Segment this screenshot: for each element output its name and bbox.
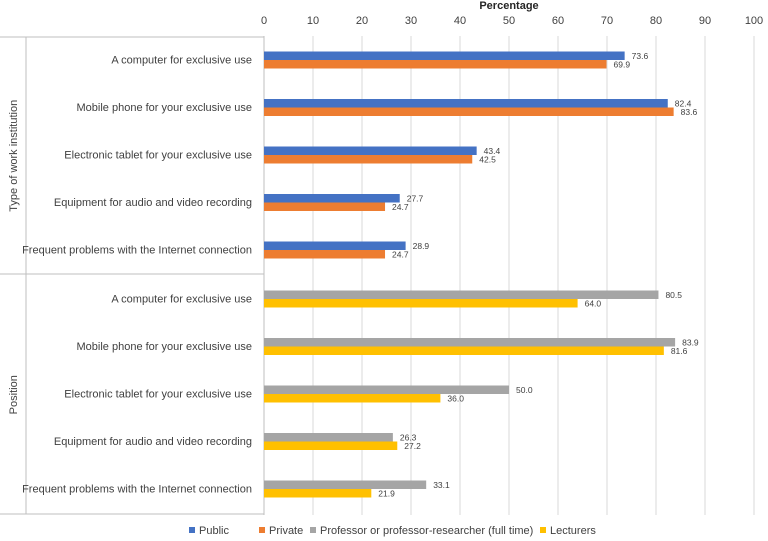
x-tick-label-0: 0 — [261, 15, 267, 27]
x-tick-label-90: 90 — [699, 15, 711, 27]
x-tick-label-80: 80 — [650, 15, 662, 27]
group-title-type-of-work-institution: Type of work institution — [8, 100, 20, 212]
data-label-public-4: 27.7 — [407, 194, 424, 204]
data-label-lecturers-5: 21.9 — [378, 489, 395, 499]
bar-lecturers-5 — [264, 489, 372, 498]
bars — [264, 51, 676, 498]
x-axis-ticks: 0 10 20 30 40 50 60 70 80 90 100 — [261, 15, 763, 27]
legend-swatch-public — [189, 527, 195, 533]
group-title-position: Position — [8, 375, 20, 414]
bar-public-2 — [264, 99, 668, 108]
bar-lecturers-4 — [264, 441, 398, 450]
category-label-electronic-tablet-for-your-exclusive-use: Electronic tablet for your exclusive use — [64, 389, 252, 401]
x-tick-label-30: 30 — [405, 15, 417, 27]
category-label-a-computer-for-exclusive-use: A computer for exclusive use — [111, 55, 252, 67]
bar-professor-or-professor-researcher-full-time-5 — [264, 480, 427, 489]
data-label-public-5: 28.9 — [413, 241, 430, 251]
legend-label-public: Public — [199, 525, 229, 537]
category-label-equipment-for-audio-and-video-recording: Equipment for audio and video recording — [54, 197, 252, 209]
x-tick-label-20: 20 — [356, 15, 368, 27]
x-tick-label-50: 50 — [503, 15, 515, 27]
data-label-professor-or-professor-researcher-full-time-5: 33.1 — [433, 480, 450, 490]
bar-professor-or-professor-researcher-full-time-1 — [264, 290, 659, 299]
data-labels: 73.669.982.483.643.442.527.724.728.924.7… — [378, 51, 699, 499]
data-label-private-3: 42.5 — [479, 155, 496, 165]
legend-label-private: Private — [269, 525, 303, 537]
legend-swatch-lecturers — [540, 527, 546, 533]
x-tick-label-70: 70 — [601, 15, 613, 27]
bar-private-4 — [264, 202, 386, 211]
data-label-public-3: 43.4 — [484, 146, 501, 156]
chart-frame — [0, 36, 265, 515]
data-label-professor-or-professor-researcher-full-time-2: 83.9 — [682, 338, 699, 348]
legend: Public Private Professor or professor-rese… — [189, 525, 596, 537]
x-tick-label-10: 10 — [307, 15, 319, 27]
bar-private-2 — [264, 107, 674, 116]
category-label-mobile-phone-for-your-exclusive-use: Mobile phone for your exclusive use — [77, 341, 252, 353]
data-label-lecturers-3: 36.0 — [447, 394, 464, 404]
bar-professor-or-professor-researcher-full-time-3 — [264, 385, 509, 394]
data-label-professor-or-professor-researcher-full-time-3: 50.0 — [516, 385, 533, 395]
bar-professor-or-professor-researcher-full-time-4 — [264, 433, 393, 442]
bar-lecturers-1 — [264, 299, 578, 308]
bar-public-1 — [264, 51, 625, 60]
bar-public-4 — [264, 194, 400, 203]
bar-public-3 — [264, 146, 477, 155]
bar-private-3 — [264, 155, 473, 164]
category-labels: A computer for exclusive use Mobile phone… — [22, 55, 252, 496]
x-tick-label-60: 60 — [552, 15, 564, 27]
bar-private-5 — [264, 250, 386, 259]
bar-lecturers-2 — [264, 346, 664, 355]
bar-lecturers-3 — [264, 394, 441, 403]
category-label-mobile-phone-for-your-exclusive-use: Mobile phone for your exclusive use — [77, 102, 252, 114]
data-label-public-1: 73.6 — [632, 51, 649, 61]
legend-label-lecturers: Lecturers — [550, 525, 596, 537]
data-label-lecturers-2: 81.6 — [671, 346, 688, 356]
legend-swatch-private — [259, 527, 265, 533]
legend-swatch-professor-or-professor-researcher-full-time — [310, 527, 316, 533]
data-label-private-4: 24.7 — [392, 202, 409, 212]
data-label-professor-or-professor-researcher-full-time-1: 80.5 — [665, 290, 682, 300]
category-label-frequent-problems-with-the-internet-connection: Frequent problems with the Internet conn… — [22, 245, 252, 257]
x-tick-label-100: 100 — [745, 15, 763, 27]
data-label-private-2: 83.6 — [681, 107, 698, 117]
data-label-lecturers-1: 64.0 — [585, 299, 602, 309]
data-label-lecturers-4: 27.2 — [404, 441, 421, 451]
legend-label-professor-or-professor-researcher-full-time: Professor or professor-researcher (full … — [320, 525, 533, 537]
x-tick-label-40: 40 — [454, 15, 466, 27]
category-label-a-computer-for-exclusive-use: A computer for exclusive use — [111, 294, 252, 306]
category-label-equipment-for-audio-and-video-recording: Equipment for audio and video recording — [54, 436, 252, 448]
category-label-electronic-tablet-for-your-exclusive-use: Electronic tablet for your exclusive use — [64, 150, 252, 162]
category-label-frequent-problems-with-the-internet-connection: Frequent problems with the Internet conn… — [22, 484, 252, 496]
data-label-public-2: 82.4 — [675, 99, 692, 109]
bar-public-5 — [264, 241, 406, 250]
x-axis-title: Percentage — [479, 0, 538, 12]
data-label-private-1: 69.9 — [614, 60, 631, 70]
group-titles: Type of work institution Position — [8, 100, 20, 415]
bar-private-1 — [264, 60, 607, 69]
data-label-professor-or-professor-researcher-full-time-4: 26.3 — [400, 433, 417, 443]
bar-professor-or-professor-researcher-full-time-2 — [264, 338, 676, 347]
data-label-private-5: 24.7 — [392, 250, 409, 260]
